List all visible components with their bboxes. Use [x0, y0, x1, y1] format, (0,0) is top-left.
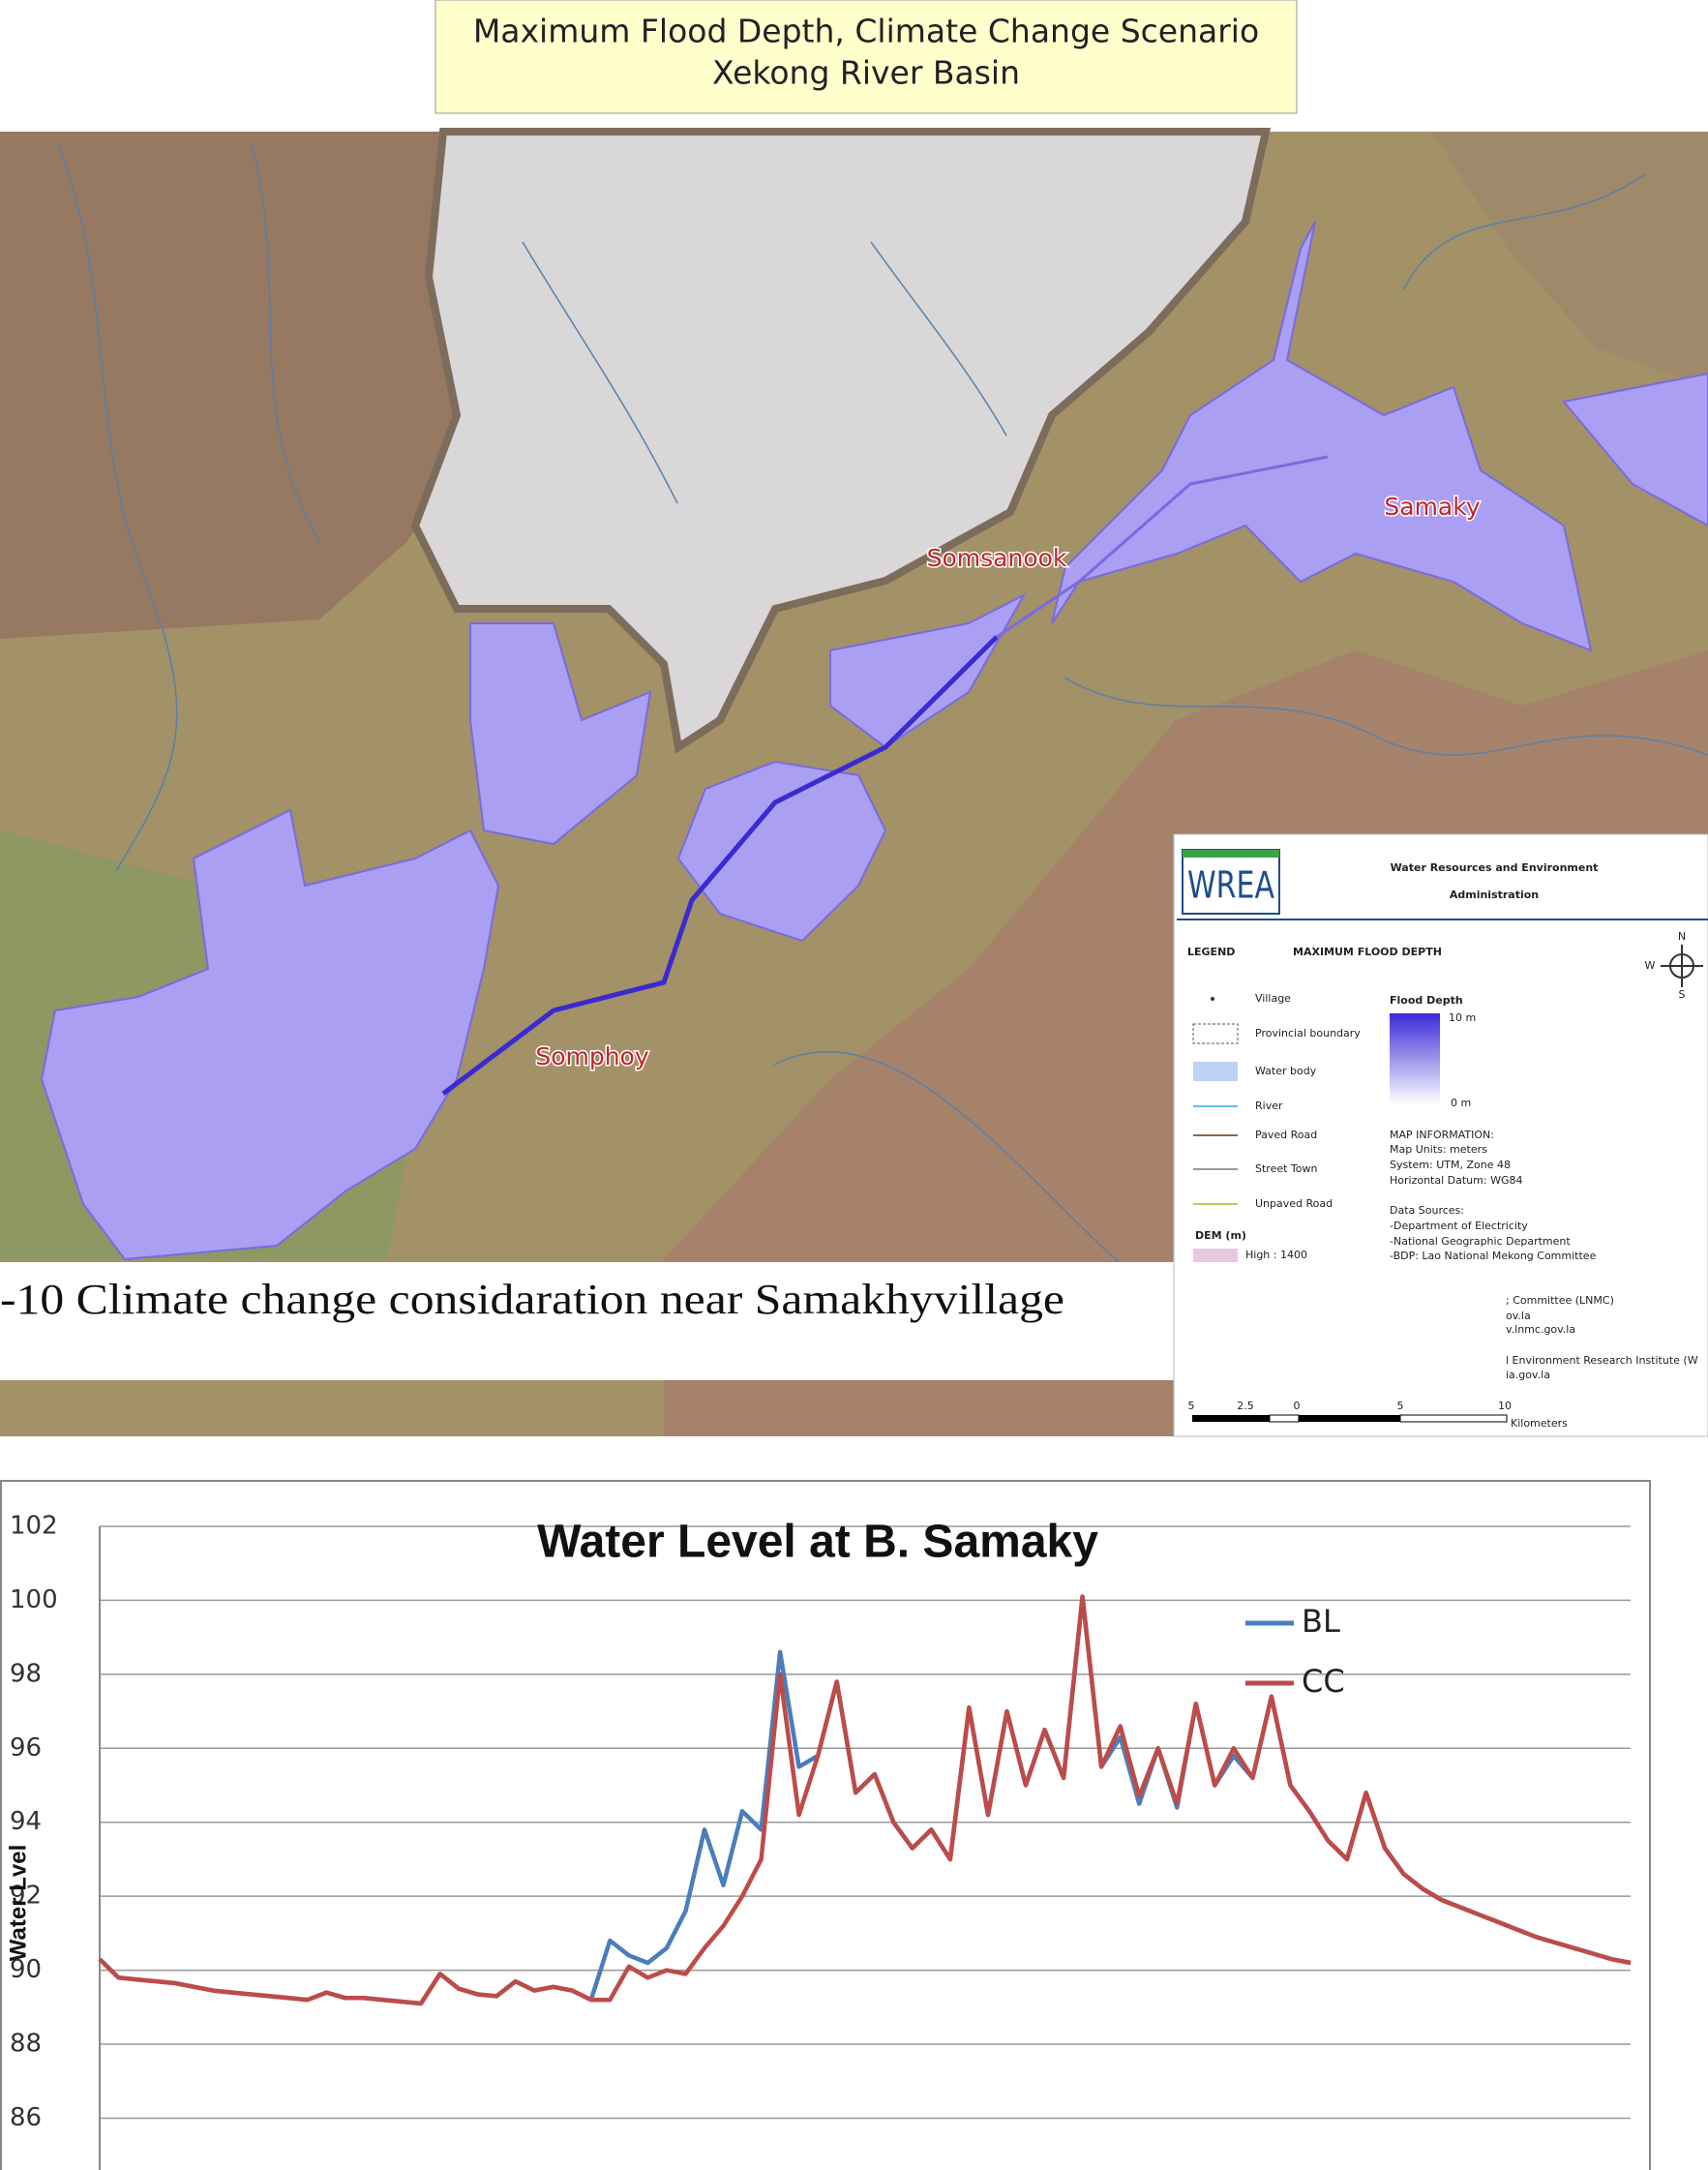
y-tick-label: 98 — [10, 1659, 42, 1688]
legend-item: Street Town — [1255, 1162, 1317, 1175]
scale-label: 5 — [1397, 1400, 1404, 1412]
map-info: Map Units: meters — [1390, 1143, 1487, 1156]
y-tick-label: 96 — [10, 1733, 42, 1763]
title-line: Maximum Flood Depth, Climate Change Scen… — [473, 13, 1259, 50]
y-tick-label: 90 — [10, 1955, 42, 1984]
scale-label: 0 — [1294, 1400, 1301, 1412]
title-line: Xekong River Basin — [712, 54, 1020, 92]
data-source: -Department of Electricity — [1390, 1220, 1528, 1232]
data-source: -BDP: Lao National Mekong Committee — [1390, 1250, 1597, 1262]
compass — [1661, 945, 1703, 987]
place-label: Somphoy — [535, 1042, 649, 1070]
legend-item: Water body — [1255, 1065, 1317, 1077]
legend-label: BL — [1302, 1603, 1340, 1640]
y-tick-label: 88 — [10, 2030, 42, 2059]
compass-letter: S — [1679, 988, 1686, 1001]
credit: ; Committee (LNMC) — [1506, 1294, 1614, 1307]
data-source: -National Geographic Department — [1390, 1235, 1571, 1248]
dem-high: High : 1400 — [1245, 1249, 1307, 1261]
place-label: Somsanook — [927, 544, 1067, 572]
map-info: MAP INFORMATION: — [1390, 1129, 1494, 1141]
legend-panel — [1173, 833, 1708, 1437]
map — [0, 128, 1708, 1437]
legend-item: River — [1255, 1100, 1283, 1112]
logo-bar — [1183, 850, 1279, 858]
rivers — [57, 144, 1708, 1291]
plateau — [410, 128, 1272, 754]
legend-subheading: MAXIMUM FLOOD DEPTH — [1293, 946, 1442, 958]
series-line — [98, 1594, 1632, 2006]
dem-title: DEM (m) — [1195, 1229, 1246, 1242]
y-tick-label: 92 — [10, 1882, 42, 1911]
deep-channel — [996, 455, 1329, 639]
logo: WREA — [1187, 864, 1274, 907]
y-tick-label: 102 — [10, 1512, 58, 1541]
terrain — [0, 132, 542, 639]
legend-item: Village — [1255, 992, 1291, 1005]
scale-bar — [1399, 1414, 1508, 1423]
credit: ov.la — [1506, 1310, 1531, 1322]
flood-area — [40, 221, 1708, 1261]
scale-label: 2.5 — [1237, 1400, 1254, 1412]
credit: v.lnmc.gov.la — [1506, 1323, 1575, 1336]
compass-letter: N — [1678, 930, 1686, 943]
legend-label: CC — [1302, 1663, 1345, 1700]
map-info: Horizontal Datum: WG84 — [1390, 1174, 1522, 1187]
chart-frame — [0, 1480, 1651, 2170]
y-axis-label: Water Lvel — [5, 1845, 31, 1961]
dem-symbol — [1193, 1249, 1238, 1262]
flood-min: 0 m — [1451, 1097, 1471, 1109]
map-info: System: UTM, Zone 48 — [1390, 1159, 1511, 1171]
legend-item: Unpaved Road — [1255, 1197, 1333, 1210]
scale-bar — [1269, 1414, 1300, 1423]
legend-item: Paved Road — [1255, 1129, 1317, 1141]
y-tick-label: 86 — [10, 2103, 42, 2132]
deep-channel — [441, 635, 999, 1096]
data-source: Data Sources: — [1390, 1204, 1464, 1217]
compass-letter: W — [1645, 959, 1656, 972]
legend-heading: LEGEND — [1187, 946, 1235, 958]
flood-depth-ramp — [1390, 1013, 1440, 1104]
scale-bar — [1299, 1415, 1400, 1422]
flood-title: Flood Depth — [1390, 994, 1463, 1007]
credit: l Environment Research Institute (W — [1506, 1354, 1698, 1367]
scale-unit: Kilometers — [1511, 1417, 1568, 1430]
chart-title: Water Level at B. Samaky — [537, 1517, 1098, 1568]
caption: -10 Climate change considaration near Sa… — [0, 1276, 1064, 1323]
terrain — [1432, 132, 1708, 387]
flood-max: 10 m — [1449, 1011, 1476, 1024]
scale-label: 10 — [1498, 1400, 1512, 1412]
scale-label: 5 — [1188, 1400, 1195, 1412]
org-name: Administration — [1450, 889, 1539, 901]
water-symbol — [1193, 1062, 1238, 1081]
y-tick-label: 100 — [10, 1585, 58, 1614]
credit: ia.gov.la — [1506, 1369, 1550, 1381]
logo-box — [1182, 849, 1280, 915]
legend-item: Provincial boundary — [1255, 1027, 1361, 1040]
scale-bar — [1192, 1415, 1270, 1422]
org-name: Water Resources and Environment — [1391, 861, 1599, 874]
village-symbol — [1211, 997, 1214, 1001]
title-box — [434, 0, 1298, 114]
y-tick-label: 94 — [10, 1807, 42, 1836]
place-label: Samaky — [1384, 493, 1480, 521]
boundary-symbol — [1192, 1023, 1239, 1044]
